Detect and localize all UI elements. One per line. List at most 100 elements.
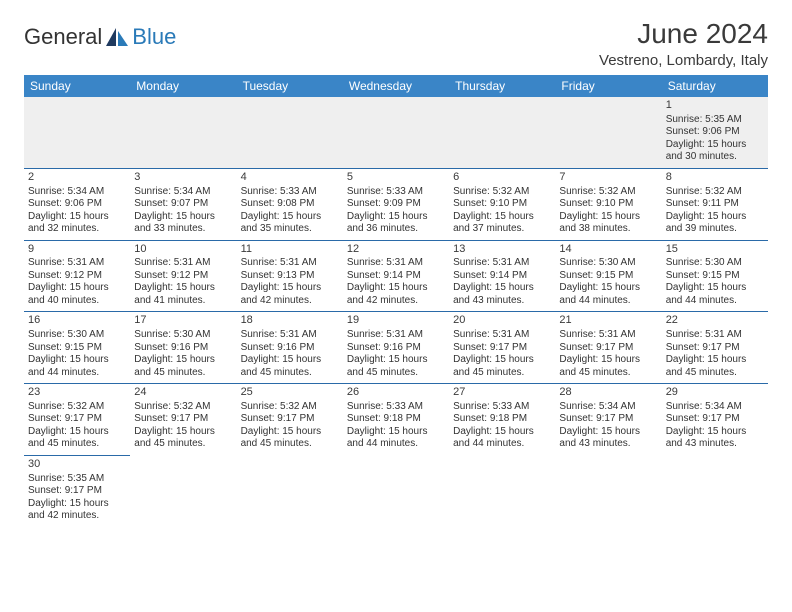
day-number: 30 xyxy=(28,458,126,472)
cell-daylight2: and 45 minutes. xyxy=(347,367,445,380)
cell-sunrise: Sunrise: 5:33 AM xyxy=(241,186,339,199)
calendar-cell: 15Sunrise: 5:30 AMSunset: 9:15 PMDayligh… xyxy=(662,240,768,312)
calendar-cell xyxy=(555,97,661,168)
calendar-row: 1Sunrise: 5:35 AMSunset: 9:06 PMDaylight… xyxy=(24,97,768,168)
cell-daylight2: and 44 minutes. xyxy=(453,438,551,451)
cell-sunset: Sunset: 9:17 PM xyxy=(666,342,764,355)
day-number: 21 xyxy=(559,314,657,328)
title-block: June 2024 Vestreno, Lombardy, Italy xyxy=(599,18,768,69)
cell-daylight1: Daylight: 15 hours xyxy=(28,426,126,439)
cell-sunrise: Sunrise: 5:35 AM xyxy=(666,114,764,127)
cell-sunset: Sunset: 9:15 PM xyxy=(559,270,657,283)
calendar-row: 2Sunrise: 5:34 AMSunset: 9:06 PMDaylight… xyxy=(24,168,768,240)
day-number: 16 xyxy=(28,314,126,328)
calendar-cell: 9Sunrise: 5:31 AMSunset: 9:12 PMDaylight… xyxy=(24,240,130,312)
day-number: 25 xyxy=(241,386,339,400)
cell-daylight2: and 45 minutes. xyxy=(453,367,551,380)
cell-sunset: Sunset: 9:17 PM xyxy=(241,413,339,426)
cell-sunset: Sunset: 9:11 PM xyxy=(666,198,764,211)
cell-daylight2: and 45 minutes. xyxy=(28,438,126,451)
cell-sunset: Sunset: 9:17 PM xyxy=(28,413,126,426)
cell-sunrise: Sunrise: 5:32 AM xyxy=(559,186,657,199)
cell-daylight2: and 44 minutes. xyxy=(347,438,445,451)
weekday-header: Sunday xyxy=(24,75,130,97)
cell-sunrise: Sunrise: 5:31 AM xyxy=(241,257,339,270)
day-number: 22 xyxy=(666,314,764,328)
day-number: 9 xyxy=(28,243,126,257)
day-number: 5 xyxy=(347,171,445,185)
cell-sunset: Sunset: 9:14 PM xyxy=(453,270,551,283)
calendar-cell: 6Sunrise: 5:32 AMSunset: 9:10 PMDaylight… xyxy=(449,168,555,240)
calendar-cell: 16Sunrise: 5:30 AMSunset: 9:15 PMDayligh… xyxy=(24,312,130,384)
cell-daylight2: and 45 minutes. xyxy=(241,438,339,451)
day-number: 27 xyxy=(453,386,551,400)
cell-sunset: Sunset: 9:17 PM xyxy=(28,485,126,498)
cell-daylight2: and 33 minutes. xyxy=(134,223,232,236)
cell-daylight1: Daylight: 15 hours xyxy=(134,354,232,367)
calendar-cell xyxy=(24,97,130,168)
calendar-cell: 13Sunrise: 5:31 AMSunset: 9:14 PMDayligh… xyxy=(449,240,555,312)
calendar-cell: 17Sunrise: 5:30 AMSunset: 9:16 PMDayligh… xyxy=(130,312,236,384)
calendar-cell: 19Sunrise: 5:31 AMSunset: 9:16 PMDayligh… xyxy=(343,312,449,384)
day-number: 10 xyxy=(134,243,232,257)
calendar-cell: 10Sunrise: 5:31 AMSunset: 9:12 PMDayligh… xyxy=(130,240,236,312)
cell-daylight1: Daylight: 15 hours xyxy=(666,211,764,224)
cell-sunrise: Sunrise: 5:34 AM xyxy=(559,401,657,414)
cell-daylight2: and 37 minutes. xyxy=(453,223,551,236)
cell-daylight2: and 42 minutes. xyxy=(347,295,445,308)
cell-daylight1: Daylight: 15 hours xyxy=(347,211,445,224)
cell-sunrise: Sunrise: 5:31 AM xyxy=(559,329,657,342)
calendar-cell xyxy=(555,455,661,526)
cell-daylight1: Daylight: 15 hours xyxy=(347,354,445,367)
day-number: 3 xyxy=(134,171,232,185)
day-number: 2 xyxy=(28,171,126,185)
day-number: 8 xyxy=(666,171,764,185)
day-number: 17 xyxy=(134,314,232,328)
cell-sunrise: Sunrise: 5:30 AM xyxy=(666,257,764,270)
cell-daylight2: and 42 minutes. xyxy=(241,295,339,308)
cell-daylight1: Daylight: 15 hours xyxy=(666,139,764,152)
cell-sunset: Sunset: 9:15 PM xyxy=(28,342,126,355)
cell-daylight1: Daylight: 15 hours xyxy=(453,354,551,367)
cell-sunrise: Sunrise: 5:30 AM xyxy=(134,329,232,342)
cell-sunset: Sunset: 9:10 PM xyxy=(453,198,551,211)
cell-daylight2: and 43 minutes. xyxy=(666,438,764,451)
cell-sunset: Sunset: 9:08 PM xyxy=(241,198,339,211)
cell-sunset: Sunset: 9:06 PM xyxy=(666,126,764,139)
calendar-cell: 23Sunrise: 5:32 AMSunset: 9:17 PMDayligh… xyxy=(24,384,130,456)
day-number: 23 xyxy=(28,386,126,400)
cell-daylight2: and 43 minutes. xyxy=(559,438,657,451)
cell-daylight1: Daylight: 15 hours xyxy=(453,282,551,295)
calendar-cell: 3Sunrise: 5:34 AMSunset: 9:07 PMDaylight… xyxy=(130,168,236,240)
cell-sunset: Sunset: 9:16 PM xyxy=(241,342,339,355)
calendar-cell: 27Sunrise: 5:33 AMSunset: 9:18 PMDayligh… xyxy=(449,384,555,456)
calendar-cell: 30Sunrise: 5:35 AMSunset: 9:17 PMDayligh… xyxy=(24,455,130,526)
calendar-row: 16Sunrise: 5:30 AMSunset: 9:15 PMDayligh… xyxy=(24,312,768,384)
cell-sunset: Sunset: 9:15 PM xyxy=(666,270,764,283)
cell-daylight1: Daylight: 15 hours xyxy=(134,282,232,295)
day-number: 4 xyxy=(241,171,339,185)
cell-daylight1: Daylight: 15 hours xyxy=(559,426,657,439)
calendar-cell xyxy=(343,97,449,168)
weekday-header: Thursday xyxy=(449,75,555,97)
calendar-cell xyxy=(449,97,555,168)
cell-sunset: Sunset: 9:06 PM xyxy=(28,198,126,211)
cell-sunrise: Sunrise: 5:31 AM xyxy=(28,257,126,270)
calendar-cell: 5Sunrise: 5:33 AMSunset: 9:09 PMDaylight… xyxy=(343,168,449,240)
cell-daylight2: and 30 minutes. xyxy=(666,151,764,164)
header: General Blue June 2024 Vestreno, Lombard… xyxy=(24,18,768,69)
logo-sail-icon xyxy=(104,26,130,48)
cell-sunrise: Sunrise: 5:31 AM xyxy=(347,329,445,342)
cell-daylight1: Daylight: 15 hours xyxy=(28,354,126,367)
cell-sunrise: Sunrise: 5:35 AM xyxy=(28,473,126,486)
cell-daylight1: Daylight: 15 hours xyxy=(453,426,551,439)
cell-daylight1: Daylight: 15 hours xyxy=(241,426,339,439)
calendar-cell: 4Sunrise: 5:33 AMSunset: 9:08 PMDaylight… xyxy=(237,168,343,240)
cell-sunrise: Sunrise: 5:31 AM xyxy=(347,257,445,270)
logo-text-blue: Blue xyxy=(132,24,176,50)
cell-sunrise: Sunrise: 5:31 AM xyxy=(453,257,551,270)
cell-sunset: Sunset: 9:16 PM xyxy=(347,342,445,355)
day-number: 6 xyxy=(453,171,551,185)
calendar-cell: 14Sunrise: 5:30 AMSunset: 9:15 PMDayligh… xyxy=(555,240,661,312)
cell-daylight2: and 35 minutes. xyxy=(241,223,339,236)
